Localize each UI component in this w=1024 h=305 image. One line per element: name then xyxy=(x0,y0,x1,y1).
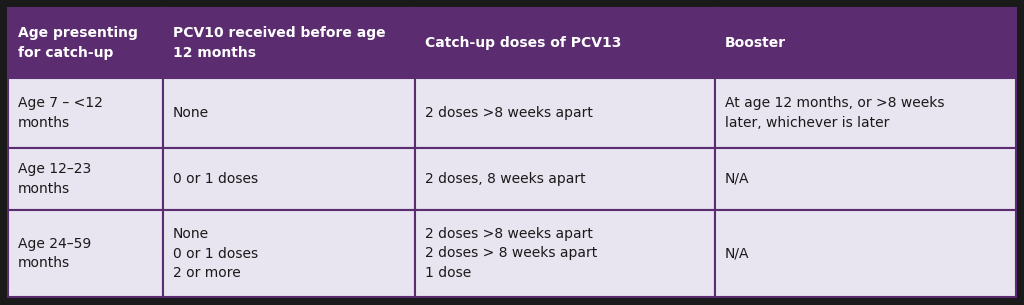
Text: Age presenting
for catch-up: Age presenting for catch-up xyxy=(18,26,138,60)
Text: 2 doses, 8 weeks apart: 2 doses, 8 weeks apart xyxy=(425,172,586,186)
Text: Catch-up doses of PCV13: Catch-up doses of PCV13 xyxy=(425,36,622,50)
Bar xyxy=(715,78,1016,148)
Bar xyxy=(8,78,163,148)
Bar xyxy=(715,148,1016,210)
Bar xyxy=(715,8,1016,78)
Bar xyxy=(715,210,1016,297)
Text: None
0 or 1 doses
2 or more: None 0 or 1 doses 2 or more xyxy=(173,227,258,280)
Text: 2 doses >8 weeks apart: 2 doses >8 weeks apart xyxy=(425,106,593,120)
Bar xyxy=(415,148,715,210)
Text: N/A: N/A xyxy=(725,172,750,186)
Text: At age 12 months, or >8 weeks
later, whichever is later: At age 12 months, or >8 weeks later, whi… xyxy=(725,96,944,130)
Bar xyxy=(415,210,715,297)
Text: Age 12–23
months: Age 12–23 months xyxy=(18,162,91,196)
Bar xyxy=(163,8,415,78)
Text: Age 7 – <12
months: Age 7 – <12 months xyxy=(18,96,102,130)
Text: N/A: N/A xyxy=(725,246,750,260)
Text: Age 24–59
months: Age 24–59 months xyxy=(18,237,91,270)
Bar xyxy=(8,210,163,297)
Text: Booster: Booster xyxy=(725,36,786,50)
Text: 0 or 1 doses: 0 or 1 doses xyxy=(173,172,258,186)
Text: 2 doses >8 weeks apart
2 doses > 8 weeks apart
1 dose: 2 doses >8 weeks apart 2 doses > 8 weeks… xyxy=(425,227,597,280)
Bar xyxy=(163,148,415,210)
Bar xyxy=(163,210,415,297)
Bar xyxy=(8,148,163,210)
Bar xyxy=(163,78,415,148)
Bar xyxy=(8,8,163,78)
Bar xyxy=(415,78,715,148)
Bar xyxy=(415,8,715,78)
Text: None: None xyxy=(173,106,209,120)
Text: PCV10 received before age
12 months: PCV10 received before age 12 months xyxy=(173,26,386,60)
